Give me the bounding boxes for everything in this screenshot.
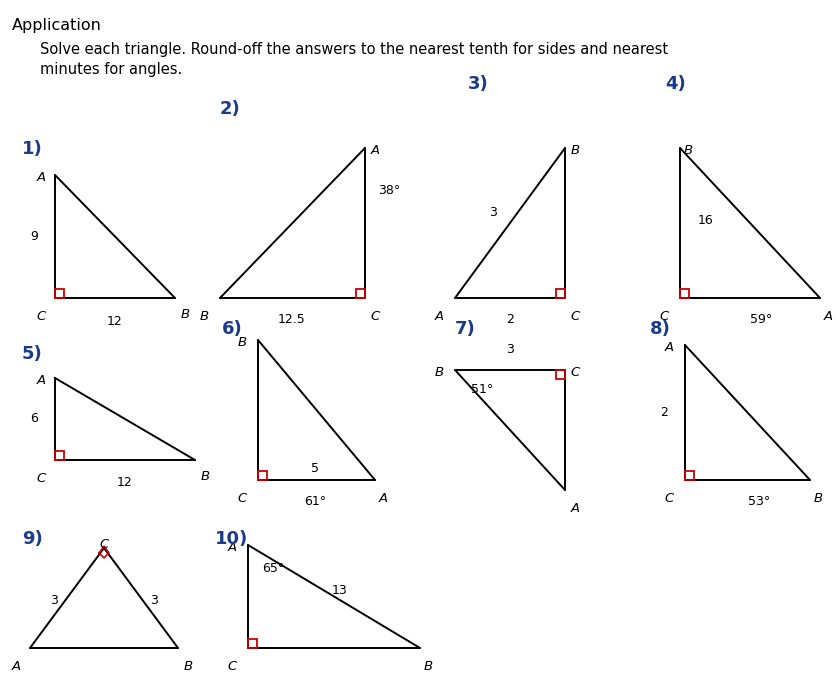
Text: 7): 7): [455, 320, 475, 338]
Text: Solve each triangle. Round-off the answers to the nearest tenth for sides and ne: Solve each triangle. Round-off the answe…: [40, 42, 667, 77]
Text: 3: 3: [150, 594, 158, 606]
Text: B: B: [423, 660, 432, 673]
Text: B: B: [183, 660, 192, 673]
Text: C: C: [659, 310, 668, 323]
Text: B: B: [813, 492, 822, 505]
Text: C: C: [370, 310, 380, 323]
Text: 61°: 61°: [303, 495, 326, 508]
Text: 6: 6: [30, 411, 38, 425]
Text: 6): 6): [222, 320, 242, 338]
Text: Application: Application: [12, 18, 102, 33]
Text: 3: 3: [488, 207, 497, 219]
Text: C: C: [227, 660, 237, 673]
Text: 12: 12: [107, 315, 123, 328]
Text: B: B: [570, 144, 579, 157]
Text: A: A: [664, 341, 673, 354]
Text: 9: 9: [30, 230, 38, 244]
Text: 9): 9): [22, 530, 43, 548]
Text: 59°: 59°: [749, 313, 772, 326]
Text: 8): 8): [650, 320, 670, 338]
Text: A: A: [37, 374, 45, 387]
Text: C: C: [36, 472, 46, 485]
Text: C: C: [36, 310, 46, 323]
Text: A: A: [378, 492, 387, 505]
Text: B: B: [237, 336, 247, 349]
Text: 3): 3): [467, 75, 488, 93]
Text: 16: 16: [697, 213, 713, 227]
Text: 53°: 53°: [747, 495, 769, 508]
Text: C: C: [99, 538, 109, 551]
Text: 13: 13: [332, 583, 348, 596]
Text: C: C: [569, 366, 579, 379]
Text: B: B: [199, 310, 208, 323]
Text: A: A: [37, 171, 45, 184]
Text: C: C: [664, 492, 673, 505]
Text: 5): 5): [22, 345, 43, 363]
Text: 5: 5: [311, 462, 319, 475]
Text: 2: 2: [660, 406, 667, 419]
Text: A: A: [823, 310, 832, 323]
Text: 1): 1): [22, 140, 43, 158]
Text: A: A: [370, 144, 379, 157]
Text: A: A: [434, 310, 443, 323]
Text: 3: 3: [506, 343, 513, 356]
Text: B: B: [683, 144, 691, 157]
Text: 65°: 65°: [262, 562, 284, 575]
Text: 51°: 51°: [471, 383, 492, 396]
Text: A: A: [227, 541, 237, 554]
Text: 12.5: 12.5: [278, 313, 305, 326]
Text: A: A: [12, 660, 21, 673]
Text: C: C: [237, 492, 247, 505]
Text: 2): 2): [220, 100, 241, 118]
Text: B: B: [181, 308, 189, 321]
Text: 3: 3: [50, 594, 58, 606]
Text: 12: 12: [117, 476, 133, 489]
Text: 38°: 38°: [378, 184, 400, 197]
Text: 10): 10): [215, 530, 248, 548]
Text: B: B: [200, 470, 209, 483]
Text: B: B: [434, 366, 443, 379]
Text: 4): 4): [665, 75, 685, 93]
Text: A: A: [570, 502, 579, 515]
Text: C: C: [569, 310, 579, 323]
Text: 2: 2: [506, 313, 513, 326]
